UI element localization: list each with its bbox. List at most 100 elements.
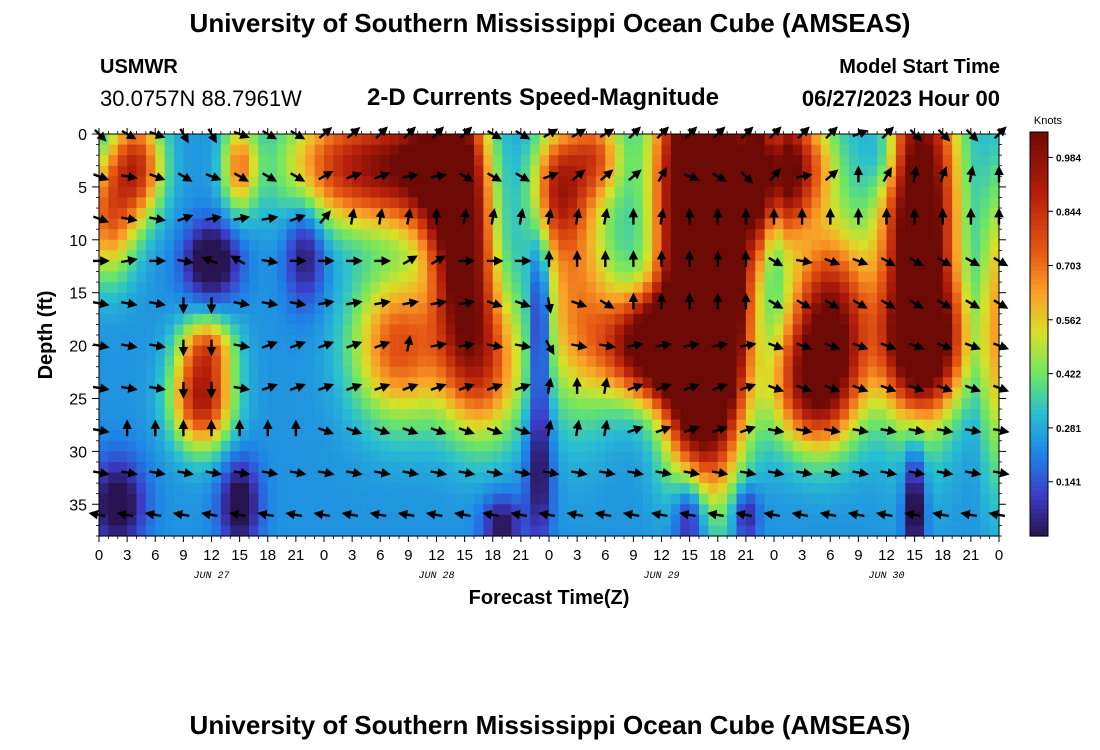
heat-cell — [164, 229, 175, 241]
current-vector — [233, 468, 251, 478]
y-tick-label: 20 — [69, 339, 87, 356]
heat-cell — [164, 303, 175, 315]
heat-cell — [183, 504, 194, 516]
heat-cell — [942, 398, 953, 410]
heat-cell — [492, 493, 503, 505]
heat-cell — [736, 155, 747, 167]
heat-cell — [511, 324, 522, 336]
heat-cell — [520, 229, 531, 241]
heat-cell — [633, 514, 644, 527]
heat-cell — [239, 525, 250, 537]
heat-cell — [127, 398, 138, 410]
heat-cell — [670, 218, 681, 230]
heat-cell — [352, 324, 363, 336]
heat-cell — [502, 419, 513, 431]
heat-cell — [680, 197, 691, 209]
current-vector — [908, 256, 924, 267]
heat-cell — [361, 419, 372, 431]
heat-cell — [586, 525, 597, 537]
heat-cell — [858, 208, 869, 220]
heat-cell — [605, 366, 616, 378]
heat-cell — [567, 282, 578, 294]
heat-cell — [174, 229, 184, 241]
heat-cell — [277, 451, 288, 463]
heat-cell — [455, 282, 466, 294]
heat-cell — [249, 472, 259, 484]
heat-cell — [249, 144, 259, 156]
heat-cell — [802, 292, 813, 304]
heat-cell — [961, 186, 972, 199]
heat-cell — [727, 176, 738, 188]
heat-cell — [989, 377, 1000, 389]
heat-cell — [352, 377, 363, 389]
heat-cell — [445, 176, 456, 188]
heat-cell — [736, 440, 747, 452]
heat-cell — [239, 440, 250, 452]
heat-cell — [192, 144, 203, 156]
heat-cell — [436, 430, 447, 442]
heat-cell — [689, 144, 700, 156]
heat-cell — [342, 229, 353, 241]
heat-cell — [483, 387, 494, 400]
heat-cell — [220, 525, 231, 537]
heat-cell — [802, 525, 813, 537]
heat-cell — [230, 134, 241, 146]
heat-cell — [708, 377, 719, 389]
heat-cell — [642, 345, 653, 357]
heat-cell — [858, 229, 869, 241]
heat-cell — [220, 282, 231, 294]
heat-cell — [783, 144, 794, 156]
heat-cell — [736, 313, 747, 326]
heat-cell — [567, 313, 578, 326]
heat-cell — [624, 461, 634, 474]
heat-cell — [127, 218, 138, 230]
heat-cell — [136, 472, 147, 484]
heat-cell — [699, 208, 709, 220]
heat-cell — [567, 197, 578, 209]
heat-cell — [267, 176, 278, 188]
heat-cell — [849, 271, 859, 283]
heat-cell — [99, 440, 109, 452]
heat-cell — [614, 282, 625, 294]
heat-cell — [108, 483, 119, 495]
heat-cell — [905, 504, 916, 516]
heat-cell — [605, 525, 616, 537]
heat-cell — [277, 155, 288, 167]
heat-cell — [558, 387, 569, 400]
heat-cell — [192, 229, 203, 241]
heat-cell — [980, 409, 991, 421]
heat-cell — [764, 430, 775, 442]
heat-cell — [145, 377, 156, 389]
current-vector — [880, 468, 898, 478]
heat-cell — [549, 387, 559, 400]
heat-cell — [624, 239, 634, 251]
heat-cell — [295, 356, 306, 368]
heat-cell — [324, 335, 334, 347]
heat-cell — [539, 430, 550, 442]
heat-cell — [774, 419, 784, 431]
heat-cell — [961, 419, 972, 431]
heat-cell — [464, 472, 475, 484]
heat-cell — [567, 292, 578, 304]
heat-cell — [108, 377, 119, 389]
current-vector — [627, 382, 644, 392]
heat-cell — [577, 144, 588, 156]
heat-cell — [389, 208, 400, 220]
heat-cell — [342, 144, 353, 156]
colorbar-segment — [1030, 316, 1048, 322]
heat-cell — [980, 218, 991, 230]
current-vector — [910, 165, 920, 183]
heat-cell — [961, 514, 972, 527]
heat-cell — [464, 419, 475, 431]
heat-cell — [342, 451, 353, 463]
heat-cell — [914, 229, 925, 241]
heat-cell — [230, 398, 241, 410]
heat-cell — [567, 345, 578, 357]
heat-cell — [811, 451, 822, 463]
heat-cell — [220, 483, 231, 495]
heat-cell — [755, 186, 766, 199]
heat-cell — [511, 313, 522, 326]
heat-cell — [567, 271, 578, 283]
heat-cell — [661, 514, 672, 527]
heat-cell — [314, 165, 325, 177]
